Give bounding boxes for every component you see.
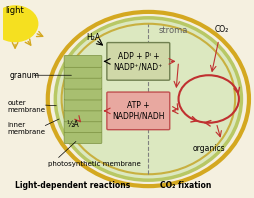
Text: light: light: [6, 6, 24, 15]
FancyBboxPatch shape: [64, 121, 102, 133]
Text: ½A: ½A: [67, 120, 79, 129]
Text: outer
membrane: outer membrane: [8, 100, 45, 113]
Text: CO₂ fixation: CO₂ fixation: [161, 181, 212, 190]
FancyBboxPatch shape: [64, 77, 102, 89]
FancyBboxPatch shape: [64, 99, 102, 111]
Text: organics: organics: [193, 144, 225, 153]
Text: inner
membrane: inner membrane: [8, 122, 45, 135]
Text: H₂A: H₂A: [86, 33, 100, 42]
Text: Light-dependent reactions: Light-dependent reactions: [15, 181, 131, 190]
Text: photosynthetic membrane: photosynthetic membrane: [48, 161, 140, 167]
Text: ADP + Pᴵ +
NADP⁺/NAD⁺: ADP + Pᴵ + NADP⁺/NAD⁺: [114, 52, 163, 71]
Text: stroma: stroma: [159, 26, 188, 35]
Text: ATP +
NADPH/NADH: ATP + NADPH/NADH: [112, 101, 165, 121]
FancyBboxPatch shape: [64, 55, 102, 67]
Text: CO₂: CO₂: [214, 25, 228, 34]
FancyBboxPatch shape: [64, 88, 102, 100]
FancyBboxPatch shape: [107, 43, 170, 80]
FancyBboxPatch shape: [64, 110, 102, 122]
Text: granum: granum: [10, 71, 40, 80]
Circle shape: [0, 6, 38, 42]
Ellipse shape: [55, 18, 241, 180]
FancyBboxPatch shape: [64, 66, 102, 78]
FancyBboxPatch shape: [64, 132, 102, 144]
FancyBboxPatch shape: [107, 92, 170, 130]
